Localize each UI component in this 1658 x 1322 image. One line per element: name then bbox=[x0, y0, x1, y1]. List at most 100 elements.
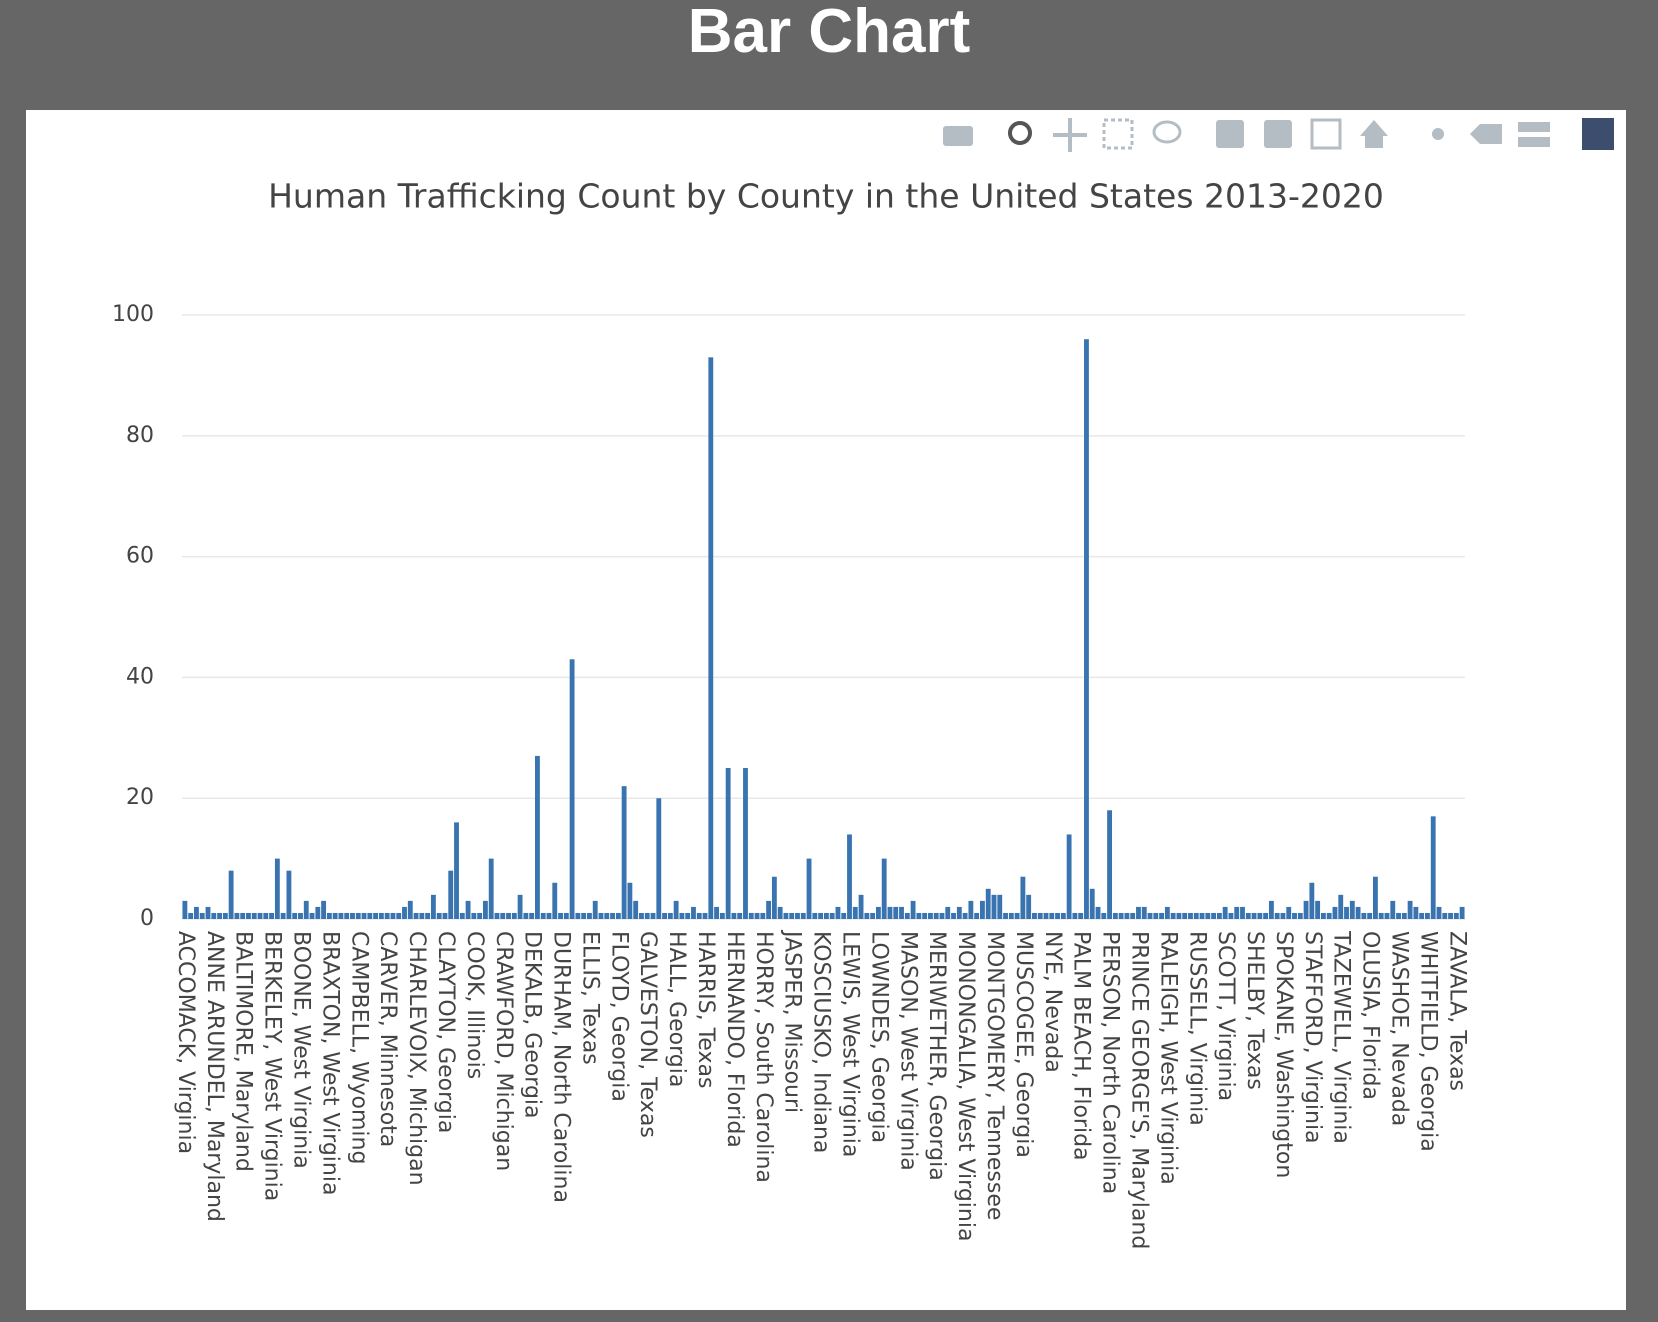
bar bbox=[1396, 912, 1401, 919]
x-tick-label: HORRY, South Carolina bbox=[751, 931, 776, 1183]
bar bbox=[1060, 912, 1066, 919]
bar bbox=[1268, 900, 1274, 919]
x-tick-label: HALL, Georgia bbox=[664, 931, 689, 1087]
bar bbox=[598, 912, 604, 919]
bar bbox=[1326, 912, 1332, 919]
spike-icon[interactable] bbox=[1432, 128, 1444, 140]
x-tick-label: COOK, Illinois bbox=[462, 931, 487, 1079]
bar bbox=[783, 912, 789, 919]
bar bbox=[506, 912, 511, 919]
bar bbox=[1078, 912, 1084, 919]
hover-closest-icon[interactable] bbox=[1470, 124, 1502, 144]
bar bbox=[725, 768, 731, 919]
x-tick-label: BRAXTON, West Virginia bbox=[317, 931, 342, 1195]
x-tick-label: CARVER, Minnesota bbox=[375, 931, 400, 1147]
bar bbox=[1118, 912, 1124, 919]
bar bbox=[552, 882, 558, 919]
bar bbox=[326, 912, 332, 919]
bar bbox=[1442, 912, 1448, 919]
bar bbox=[419, 912, 425, 919]
bar bbox=[1240, 906, 1245, 919]
reset-icon[interactable] bbox=[1360, 120, 1388, 148]
bar bbox=[587, 912, 592, 919]
bar bbox=[292, 912, 298, 919]
bar bbox=[1008, 912, 1014, 919]
bar bbox=[1361, 912, 1367, 919]
autoscale-icon[interactable] bbox=[1310, 118, 1342, 150]
bar bbox=[1349, 900, 1355, 919]
x-tick-label: TAZEWELL, Virginia bbox=[1329, 930, 1354, 1144]
bar bbox=[1315, 900, 1321, 919]
bar bbox=[257, 912, 263, 919]
bar bbox=[812, 912, 818, 919]
lasso-icon[interactable] bbox=[1152, 120, 1182, 144]
bar bbox=[714, 906, 720, 919]
bar bbox=[1066, 834, 1072, 919]
bar bbox=[1228, 912, 1234, 919]
bar bbox=[1216, 912, 1222, 919]
bar bbox=[887, 906, 893, 919]
x-tick-label: MONONGALIA, West Virginia bbox=[953, 931, 978, 1241]
chart-title: Human Trafficking Count by County in the… bbox=[268, 177, 1384, 216]
bar bbox=[298, 912, 303, 919]
bar bbox=[893, 906, 899, 919]
plotly-logo[interactable] bbox=[1582, 118, 1614, 150]
bar bbox=[1338, 894, 1344, 919]
x-tick-label: PERSON, North Carolina bbox=[1098, 931, 1123, 1194]
bar bbox=[644, 912, 650, 919]
bar bbox=[615, 912, 621, 919]
bar bbox=[471, 912, 477, 919]
zoom-in-icon[interactable] bbox=[1216, 120, 1244, 148]
x-tick-label: BOONE, West Virginia bbox=[288, 931, 313, 1169]
bar bbox=[1303, 900, 1309, 919]
bar bbox=[881, 858, 887, 919]
box-select-icon[interactable] bbox=[1102, 118, 1134, 150]
bar bbox=[396, 912, 402, 919]
x-tick-label: LEWIS, West Virginia bbox=[838, 931, 863, 1157]
bar bbox=[691, 906, 696, 919]
bar bbox=[829, 912, 835, 919]
bar bbox=[303, 900, 309, 919]
camera-icon[interactable] bbox=[943, 126, 973, 146]
bar bbox=[662, 912, 667, 919]
bar bbox=[968, 900, 974, 919]
bar bbox=[870, 912, 876, 919]
y-tick-label: 40 bbox=[126, 664, 154, 689]
pan-icon[interactable] bbox=[1053, 118, 1087, 152]
x-tick-label: GALVESTON, Texas bbox=[635, 931, 660, 1138]
x-tick-label: LOWNDES, Georgia bbox=[866, 931, 891, 1143]
bar bbox=[1205, 912, 1211, 919]
bar bbox=[945, 906, 951, 919]
bar bbox=[795, 912, 800, 919]
bar bbox=[390, 912, 396, 919]
x-tick-label: ELLIS, Texas bbox=[577, 931, 602, 1065]
bar bbox=[604, 912, 610, 919]
hover-compare-icon[interactable] bbox=[1518, 122, 1550, 132]
x-tick-label: RUSSELL, Virginia bbox=[1184, 931, 1209, 1126]
bar bbox=[696, 912, 702, 919]
chart-panel bbox=[26, 110, 1626, 1310]
bar bbox=[673, 900, 679, 919]
x-tick-label: MERIWETHER, Georgia bbox=[924, 931, 949, 1181]
bar bbox=[1344, 906, 1349, 919]
y-tick-label: 80 bbox=[126, 423, 154, 448]
hover-compare-icon[interactable] bbox=[1518, 137, 1550, 147]
bar bbox=[835, 906, 841, 919]
zoom-icon[interactable] bbox=[1008, 121, 1032, 145]
bar bbox=[523, 912, 529, 919]
bar bbox=[199, 912, 205, 919]
bar bbox=[534, 755, 540, 919]
bar bbox=[205, 906, 211, 919]
bar bbox=[373, 912, 379, 919]
bar bbox=[1453, 912, 1459, 919]
bar bbox=[1170, 912, 1176, 919]
toolbar bbox=[943, 118, 1614, 152]
bar bbox=[1049, 912, 1055, 919]
bar bbox=[951, 912, 956, 919]
bar bbox=[858, 894, 864, 919]
bar bbox=[899, 906, 904, 919]
bar bbox=[864, 912, 870, 919]
x-tick-label: RALEIGH, West Virginia bbox=[1155, 931, 1180, 1185]
zoom-out-icon[interactable] bbox=[1264, 120, 1292, 148]
bar bbox=[841, 912, 847, 919]
